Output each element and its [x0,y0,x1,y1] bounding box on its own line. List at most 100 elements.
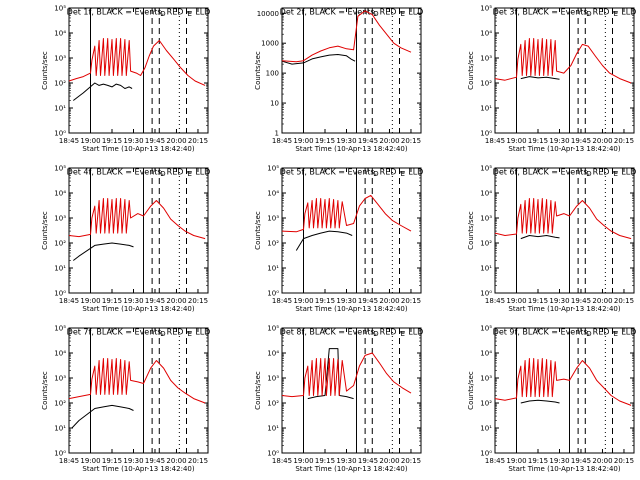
series-line-lld [494,358,632,406]
x-tick-label: 19:30 [549,297,569,305]
chart-panel-7: Det 7f, BLACK = Events, RED = LLD 10⁰ 10¹ 1… [41,325,210,474]
series-line-lld [494,198,632,240]
y-tick-label: 1000 [261,40,279,48]
time-marker-label: D [160,10,165,18]
y-tick-label: 10¹ [54,265,66,273]
time-marker-label: D [373,10,378,18]
x-axis-label: Start Time (10-Apr-13 18:42:40) [82,145,194,153]
x-tick-label: 19:30 [123,297,143,305]
y-tick-label: 10⁴ [480,30,492,38]
series-line-lld [281,194,412,233]
y-tick-label: 10¹ [267,425,279,433]
time-marker-label: D [586,330,591,338]
x-tick-label: 18:45 [59,457,79,465]
plot-frame [494,167,635,294]
y-tick-label: 10³ [267,375,279,383]
x-tick-label: 19:45 [145,137,165,145]
y-tick-label: 10⁵ [267,325,279,333]
chart-title: Det 3f, BLACK = Events, RED = LLD [493,8,637,17]
y-tick-label: 10⁴ [54,190,66,198]
x-axis-label: Start Time (10-Apr-13 18:42:40) [82,465,194,473]
y-axis-label: Counts/sec [467,211,475,250]
y-tick-label: 10³ [267,215,279,223]
x-tick-label: 20:00 [592,137,612,145]
chart-title: Det 7f, BLACK = Events, RED = LLD [67,328,211,337]
y-tick-label: 1 [275,130,279,138]
y-axis-label: Counts/sec [254,371,262,410]
y-tick-label: 10¹ [480,105,492,113]
x-tick-label: 19:30 [123,457,143,465]
y-tick-label: 10¹ [267,265,279,273]
x-tick-label: 19:45 [358,297,378,305]
y-tick-label: 10³ [54,215,66,223]
y-tick-label: 10⁵ [54,325,66,333]
x-tick-label: 19:30 [549,137,569,145]
x-tick-label: 19:15 [102,137,122,145]
y-tick-label: 10² [267,400,279,408]
x-tick-label: 20:15 [614,297,634,305]
time-marker-label: E [401,330,405,338]
x-tick-label: 19:30 [336,137,356,145]
y-tick-label: 10² [54,80,66,88]
plot-frame [281,7,422,134]
y-tick-label: 10⁴ [54,30,66,38]
chart-panel-5: Det 5f, BLACK = Events, RED = LLD10⁰10¹1… [254,165,423,314]
y-axis-label: Counts/sec [254,51,262,90]
y-tick-label: 10⁰ [54,450,66,458]
x-tick-label: 19:00 [506,137,526,145]
x-tick-label: 19:15 [102,297,122,305]
series-line-lld [281,352,412,398]
x-tick-label: 19:45 [571,137,591,145]
y-tick-label: 10³ [54,375,66,383]
series-line-lld [494,38,632,84]
chart-title: Det 4f, BLACK = Events, RED = LLD [67,168,211,177]
series-line-events [72,82,133,101]
chart-title: Det 8f, BLACK = Events, RED = LLD [280,328,424,337]
x-tick-label: 19:00 [293,297,313,305]
plot-frame [281,167,422,294]
x-axis-label: Start Time (10-Apr-13 18:42:40) [508,465,620,473]
y-tick-label: 10 [270,100,279,108]
x-tick-label: 20:15 [401,297,421,305]
y-tick-label: 10⁵ [267,165,279,173]
y-tick-label: 10² [54,400,66,408]
y-tick-label: 10² [480,400,492,408]
series-line-lld [68,38,206,86]
y-tick-label: 10⁰ [267,290,279,298]
x-tick-label: 19:15 [528,297,548,305]
y-tick-label: 100 [266,70,279,78]
x-tick-label: 20:15 [614,457,634,465]
series-line-lld [68,198,206,240]
time-marker-label: D [373,170,378,178]
time-marker-label: E [614,330,618,338]
x-tick-label: 20:15 [188,297,208,305]
y-tick-label: 10¹ [54,425,66,433]
plot-frame [68,327,209,454]
x-tick-label: 18:45 [485,297,505,305]
chart-panel-8: Det 8f, BLACK = Events, RED = LLD10⁰10¹1… [254,325,423,474]
x-tick-label: 19:00 [293,137,313,145]
series-line-events [71,404,134,429]
x-tick-label: 20:00 [166,297,186,305]
x-tick-label: 19:30 [549,457,569,465]
x-tick-label: 19:15 [102,457,122,465]
x-axis-label: Start Time (10-Apr-13 18:42:40) [508,305,620,313]
x-tick-label: 19:45 [145,457,165,465]
x-tick-label: 19:45 [571,297,591,305]
time-marker-label: E [188,170,192,178]
y-axis-label: Counts/sec [467,51,475,90]
y-tick-label: 10⁵ [54,5,66,13]
plot-frame [494,7,635,134]
chart-panel-6: Det 6f, BLACK = Events, RED = LLD10⁰10¹1… [467,165,636,314]
y-tick-label: 10¹ [480,425,492,433]
y-tick-label: 10⁰ [54,290,66,298]
y-tick-label: 10⁴ [480,190,492,198]
chart-title: Det 1f, BLACK = Events, RED = LLD [67,8,211,17]
x-tick-label: 19:30 [336,297,356,305]
y-axis-label: Counts/sec [41,51,49,90]
x-tick-label: 18:45 [485,457,505,465]
x-tick-label: 19:15 [315,137,335,145]
x-tick-label: 18:45 [272,457,292,465]
y-tick-label: 10⁵ [480,325,492,333]
time-marker-label: D [586,10,591,18]
